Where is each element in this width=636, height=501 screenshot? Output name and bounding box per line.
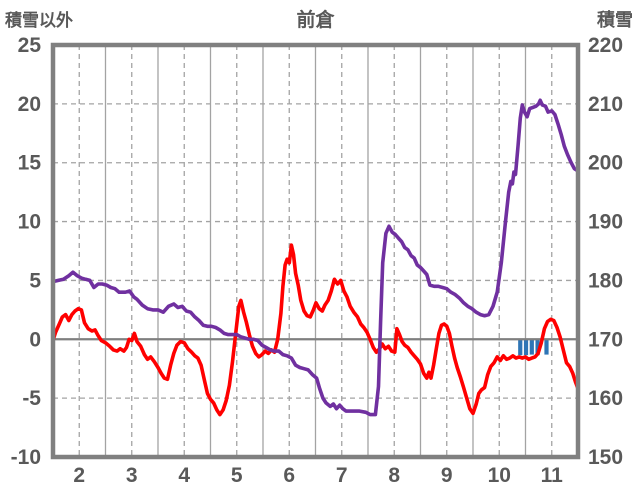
- x-axis-tick-label: 4: [178, 464, 190, 487]
- right-axis-tick-label: 180: [588, 269, 623, 292]
- left-axis-title: 積雪以外: [5, 11, 73, 30]
- blue-bar: [535, 339, 540, 356]
- right-axis-tick-label: 160: [588, 387, 623, 410]
- left-axis-tick-label: -10: [11, 446, 41, 469]
- right-axis-tick-label: 220: [588, 34, 623, 57]
- right-axis-title: 積雪: [597, 10, 633, 30]
- non-snow-line: [51, 243, 580, 417]
- left-axis-tick-label: 20: [18, 93, 41, 116]
- blue-bar: [529, 339, 534, 355]
- plot-border: [50, 42, 581, 460]
- left-axis-tick-label: 10: [18, 211, 41, 234]
- right-axis-tick-label: 210: [588, 93, 623, 116]
- x-axis-tick-label: 5: [231, 464, 243, 487]
- x-axis-tick-label: 2: [73, 464, 85, 487]
- x-axis-tick-label: 10: [488, 464, 511, 487]
- left-axis-tick-label: -5: [22, 387, 41, 410]
- x-axis-tick-label: 9: [441, 464, 453, 487]
- snow-line: [51, 98, 580, 417]
- chart-title: 前倉: [296, 10, 335, 31]
- blue-bar: [523, 339, 529, 356]
- right-axis-tick-label: 190: [588, 211, 623, 234]
- right-axis-tick-label: 200: [588, 152, 623, 175]
- x-axis-tick-label: 6: [283, 464, 295, 487]
- x-axis-tick-label: 3: [126, 464, 138, 487]
- right-axis-tick-label: 170: [588, 328, 623, 351]
- x-axis-tick-label: 11: [541, 464, 564, 487]
- x-axis-tick-label: 7: [336, 464, 348, 487]
- blue-bar: [518, 339, 523, 356]
- right-axis-tick-label: 150: [588, 446, 623, 469]
- left-axis-tick-label: 25: [18, 34, 42, 57]
- blue-bar: [544, 339, 549, 355]
- x-axis-tick-label: 8: [388, 464, 400, 487]
- left-axis-tick-label: 0: [29, 328, 41, 351]
- left-axis-tick-label: 5: [29, 269, 41, 292]
- left-axis-tick-label: 15: [18, 152, 42, 175]
